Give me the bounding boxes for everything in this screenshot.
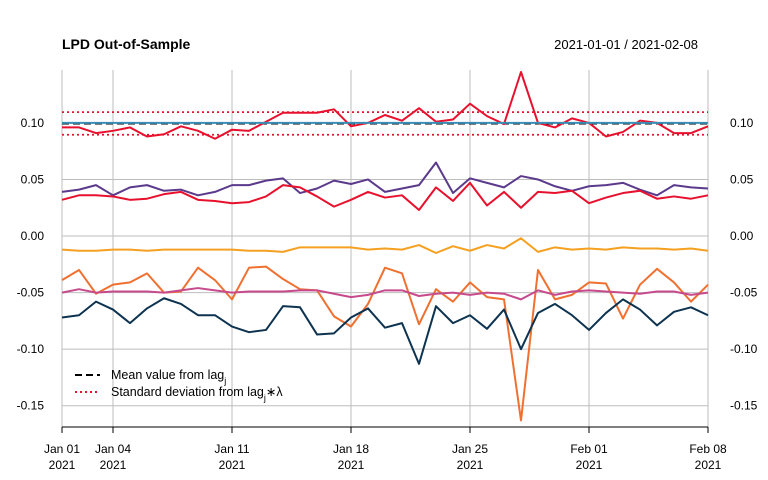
y-axis-left: 0.10 0.05 0.00 -0.05 -0.10 -0.15 <box>17 116 45 413</box>
y-tick-label-right: -0.15 <box>730 399 758 413</box>
y-tick-label-left: -0.05 <box>17 286 45 300</box>
legend-label: Standard deviation from lagj∗λ <box>111 385 283 403</box>
series-line-8 <box>61 297 709 365</box>
y-tick-label-left: 0.05 <box>21 172 45 186</box>
chart-title: LPD Out-of-Sample <box>62 36 191 52</box>
x-tick-label: Feb 01 <box>570 442 608 456</box>
series-line-3 <box>61 161 709 197</box>
x-tick-label: Jan 04 <box>95 442 131 456</box>
date-range-label: 2021-01-01 / 2021-02-08 <box>554 37 698 52</box>
x-tick-year-label: 2021 <box>100 458 127 472</box>
series-lines <box>61 71 709 422</box>
x-tick-label: Jan 11 <box>214 442 249 456</box>
y-tick-label-right: -0.05 <box>730 286 758 300</box>
series-line-1 <box>62 71 709 140</box>
x-tick-label: Jan 25 <box>452 442 488 456</box>
x-tick-label: Jan 18 <box>333 442 369 456</box>
y-tick-label-left: -0.15 <box>17 399 45 413</box>
y-tick-label-left: 0.00 <box>21 229 45 243</box>
y-axis-right: 0.10 0.05 0.00 -0.05 -0.10 -0.15 <box>730 116 758 413</box>
legend-label: Mean value from lagj <box>111 368 226 386</box>
x-axis: Jan 01 2021 Jan 04 2021 Jan 11 2021 Jan 18 2021… <box>44 426 727 472</box>
x-tick-year-label: 2021 <box>457 458 484 472</box>
y-tick-label-left: -0.10 <box>17 342 45 356</box>
y-tick-label-right: 0.00 <box>730 229 754 243</box>
grid-lines <box>61 70 709 427</box>
series-line-4 <box>61 181 709 212</box>
x-tick-year-label: 2021 <box>338 458 365 472</box>
x-tick-label: Jan 01 <box>44 442 80 456</box>
series-line-5 <box>61 237 709 254</box>
y-tick-label-right: 0.05 <box>730 172 754 186</box>
y-tick-label-right: -0.10 <box>730 342 758 356</box>
x-tick-label: Feb 08 <box>689 442 727 456</box>
x-tick-year-label: 2021 <box>49 458 76 472</box>
x-tick-year-label: 2021 <box>695 458 722 472</box>
x-tick-year-label: 2021 <box>219 458 246 472</box>
x-tick-year-label: 2021 <box>576 458 603 472</box>
y-tick-label-right: 0.10 <box>730 116 754 130</box>
series-line-7 <box>61 287 709 301</box>
y-tick-label-left: 0.10 <box>21 116 45 130</box>
